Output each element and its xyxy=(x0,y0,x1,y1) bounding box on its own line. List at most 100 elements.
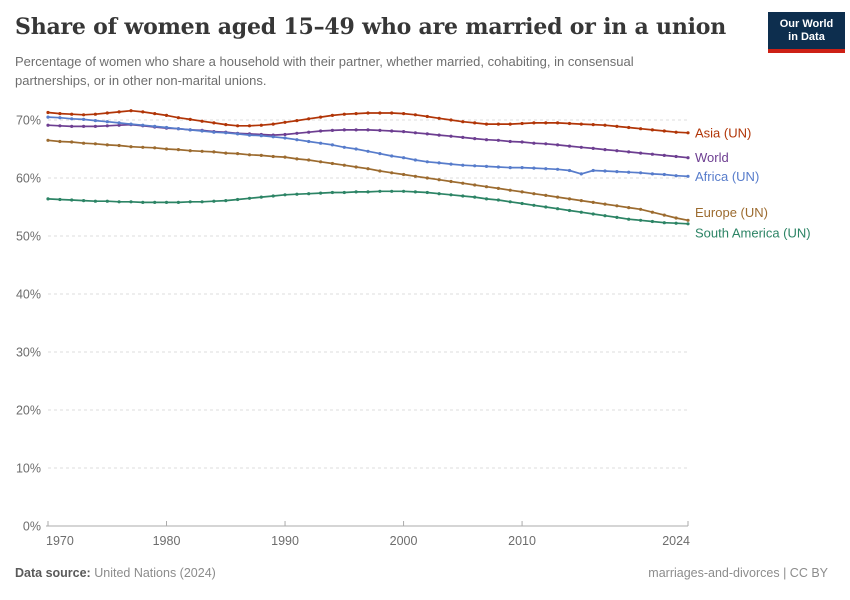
data-point-europe-un xyxy=(366,167,370,171)
data-point-south-america-un xyxy=(449,193,453,197)
data-point-europe-un xyxy=(295,157,299,161)
data-point-south-america-un xyxy=(532,203,536,207)
data-point-south-america-un xyxy=(82,199,86,203)
chart-subtitle: Percentage of women who share a househol… xyxy=(15,52,775,90)
data-point-world xyxy=(70,124,74,128)
y-axis-tick-label: 10% xyxy=(16,462,41,476)
data-point-africa-un xyxy=(674,174,678,178)
data-point-europe-un xyxy=(176,148,180,152)
data-point-asia-un xyxy=(579,122,583,126)
data-point-europe-un xyxy=(461,181,465,185)
data-point-world xyxy=(662,153,666,157)
x-axis-tick-label: 1970 xyxy=(46,534,74,548)
data-point-africa-un xyxy=(319,141,323,145)
data-point-south-america-un xyxy=(117,200,121,204)
data-point-asia-un xyxy=(556,121,560,125)
data-point-africa-un xyxy=(354,147,358,151)
data-point-asia-un xyxy=(247,124,252,128)
data-point-europe-un xyxy=(236,152,240,156)
data-point-africa-un xyxy=(247,133,252,137)
data-point-europe-un xyxy=(188,149,192,153)
data-point-europe-un xyxy=(425,176,429,180)
data-point-africa-un xyxy=(200,129,204,133)
data-point-africa-un xyxy=(579,172,583,176)
data-point-africa-un xyxy=(366,149,370,153)
chart-footer: Data source: United Nations (2024) marri… xyxy=(15,566,828,580)
data-point-asia-un xyxy=(224,123,228,127)
data-point-europe-un xyxy=(354,165,358,169)
data-point-south-america-un xyxy=(615,215,619,219)
data-point-africa-un xyxy=(330,143,334,147)
data-point-world xyxy=(295,131,299,135)
data-point-africa-un xyxy=(473,164,477,168)
series-label-europe-un[interactable]: Europe (UN) xyxy=(695,205,768,220)
data-point-asia-un xyxy=(259,123,263,127)
series-label-africa-un[interactable]: Africa (UN) xyxy=(695,169,759,184)
data-point-africa-un xyxy=(484,164,489,168)
data-point-south-america-un xyxy=(544,205,548,209)
data-point-world xyxy=(449,134,453,138)
data-point-south-america-un xyxy=(342,190,346,195)
data-point-asia-un xyxy=(82,113,86,117)
data-point-world xyxy=(544,142,548,146)
data-point-asia-un xyxy=(236,124,240,128)
data-point-south-america-un xyxy=(603,214,607,218)
data-point-asia-un xyxy=(674,130,678,134)
data-point-africa-un xyxy=(390,154,394,158)
data-point-south-america-un xyxy=(496,198,500,202)
data-point-europe-un xyxy=(674,216,678,220)
data-point-europe-un xyxy=(544,193,548,197)
data-point-asia-un xyxy=(307,117,311,121)
data-point-africa-un xyxy=(639,171,643,175)
data-point-asia-un xyxy=(686,131,690,135)
data-point-africa-un xyxy=(236,132,240,136)
data-point-asia-un xyxy=(425,114,429,119)
data-point-south-america-un xyxy=(164,200,169,204)
data-point-asia-un xyxy=(532,121,536,125)
series-label-world[interactable]: World xyxy=(695,150,729,165)
data-point-africa-un xyxy=(295,138,299,142)
data-point-south-america-un xyxy=(105,199,109,203)
data-point-africa-un xyxy=(342,145,346,149)
data-point-africa-un xyxy=(567,168,572,173)
data-point-europe-un xyxy=(413,174,417,178)
data-point-africa-un xyxy=(461,163,465,167)
data-point-africa-un xyxy=(413,158,417,162)
data-point-asia-un xyxy=(496,122,500,126)
data-point-europe-un xyxy=(342,163,346,167)
data-point-south-america-un xyxy=(188,200,192,204)
data-point-europe-un xyxy=(650,210,655,214)
data-point-africa-un xyxy=(544,167,548,171)
data-point-asia-un xyxy=(330,113,334,117)
data-point-south-america-un xyxy=(591,212,595,216)
data-point-europe-un xyxy=(579,199,583,203)
series-line-south-america-un[interactable] xyxy=(47,190,689,225)
data-point-asia-un xyxy=(603,123,607,127)
data-point-europe-un xyxy=(449,179,453,184)
series-label-asia-un[interactable]: Asia (UN) xyxy=(695,125,751,140)
data-point-asia-un xyxy=(354,112,358,116)
series-label-south-america-un[interactable]: South America (UN) xyxy=(695,225,811,240)
data-point-world xyxy=(354,128,358,132)
data-point-europe-un xyxy=(603,202,607,206)
data-point-south-america-un xyxy=(247,196,252,200)
y-axis-tick-label: 0% xyxy=(23,520,41,534)
footer-license-link[interactable]: marriages-and-divorces | CC BY xyxy=(648,566,828,580)
data-point-world xyxy=(390,129,394,133)
data-point-asia-un xyxy=(484,122,489,126)
data-point-world xyxy=(520,140,524,144)
y-axis-tick-label: 20% xyxy=(16,404,41,418)
data-point-africa-un xyxy=(425,160,429,164)
data-point-europe-un xyxy=(117,143,121,148)
data-point-asia-un xyxy=(520,121,524,126)
data-point-africa-un xyxy=(212,130,216,134)
owid-logo[interactable]: Our World in Data xyxy=(768,12,845,53)
data-point-europe-un xyxy=(259,153,263,157)
data-point-africa-un xyxy=(591,168,595,173)
data-point-world xyxy=(473,137,477,141)
data-point-south-america-un xyxy=(437,192,441,196)
data-point-world xyxy=(627,150,631,154)
data-point-europe-un xyxy=(378,169,382,173)
data-point-asia-un xyxy=(271,122,275,126)
